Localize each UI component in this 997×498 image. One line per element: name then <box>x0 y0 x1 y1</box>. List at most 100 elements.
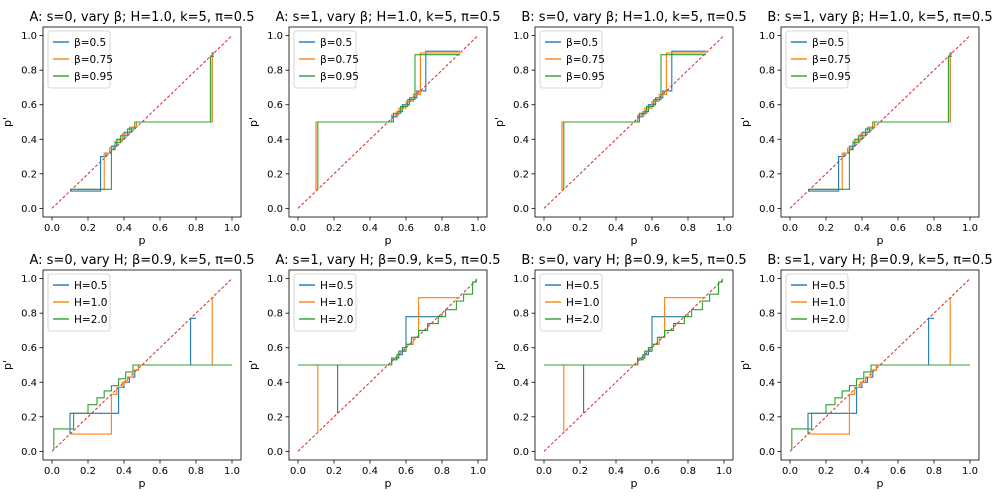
legend-box <box>293 273 357 332</box>
legend-label: H=2.0 <box>320 314 353 326</box>
x-tick-label: 1.0 <box>716 466 732 477</box>
subplot-3: B: s=0, vary β; H=1.0, k=5, π=0.5 0.0 0.2 0… <box>493 10 747 247</box>
y-tick-label: 1.0 <box>513 31 529 42</box>
x-axis-label: p <box>385 477 392 490</box>
legend: β=0.5 β=0.75 β=0.95 <box>293 30 359 89</box>
y-axis-label: p' <box>1 117 14 127</box>
y-tick-label: 0.8 <box>513 309 529 320</box>
y-tick-label: 1.0 <box>21 274 37 285</box>
x-tick-label: 1.0 <box>962 223 978 234</box>
subplot-2: A: s=1, vary β; H=1.0, k=5, π=0.5 0.0 0.2 0… <box>247 10 500 247</box>
y-tick-label: 0.0 <box>21 204 37 215</box>
y-tick-label: 0.4 <box>21 378 37 389</box>
plot-title: B: s=1, vary β; H=1.0, k=5, π=0.5 <box>767 10 992 25</box>
plot-title: B: s=1, vary H; β=0.9, k=5, π=0.5 <box>767 253 992 268</box>
series-line-3 <box>563 54 706 190</box>
legend-label: β=0.95 <box>74 71 113 83</box>
legend-label: H=0.5 <box>566 280 599 292</box>
series-line-3 <box>298 278 477 366</box>
x-axis-label: p <box>139 477 146 490</box>
y-axis-label: p' <box>739 117 752 127</box>
y-tick-label: 0.6 <box>267 100 283 111</box>
x-axis-label: p <box>385 234 392 247</box>
legend-label: H=1.0 <box>320 297 353 309</box>
legend: β=0.5 β=0.75 β=0.95 <box>539 30 605 89</box>
x-tick-label: 0.8 <box>188 466 204 477</box>
y-axis-label: p' <box>247 117 260 127</box>
subplot-4: B: s=1, vary β; H=1.0, k=5, π=0.5 0.0 0.2 0… <box>739 10 993 247</box>
y-tick-label: 1.0 <box>759 274 775 285</box>
diagonal-reference-line <box>543 278 725 452</box>
y-tick-label: 0.6 <box>513 100 529 111</box>
y-tick-label: 0.8 <box>267 66 283 77</box>
x-tick-label: 1.0 <box>962 466 978 477</box>
x-tick-label: 0.4 <box>116 466 132 477</box>
x-tick-label: 0.8 <box>434 466 450 477</box>
x-axis-label: p <box>631 234 638 247</box>
series-line-3 <box>317 54 460 190</box>
y-tick-label: 0.0 <box>513 204 529 215</box>
legend-label: β=0.75 <box>74 54 113 66</box>
y-tick-label: 0.0 <box>21 447 37 458</box>
y-tick-label: 0.6 <box>21 343 37 354</box>
legend-box <box>785 273 849 332</box>
y-tick-label: 0.8 <box>267 309 283 320</box>
plot-title: A: s=0, vary β; H=1.0, k=5, π=0.5 <box>30 10 255 25</box>
x-tick-label: 0.0 <box>782 466 798 477</box>
y-tick-label: 0.8 <box>513 66 529 77</box>
series-line-3 <box>808 55 952 190</box>
x-tick-label: 0.4 <box>608 223 624 234</box>
legend-label: H=0.5 <box>320 280 353 292</box>
y-tick-label: 0.8 <box>21 309 37 320</box>
subplot-5: A: s=0, vary H; β=0.9, k=5, π=0.5 0.0 0.2 0… <box>1 253 254 490</box>
diagonal-reference-line <box>297 35 479 209</box>
legend-label: H=2.0 <box>566 314 599 326</box>
x-tick-label: 0.6 <box>890 223 906 234</box>
axes-frame <box>288 269 488 461</box>
legend-label: β=0.75 <box>566 54 605 66</box>
y-tick-label: 0.0 <box>759 447 775 458</box>
legend-label: β=0.5 <box>812 37 844 49</box>
plot-title: B: s=0, vary β; H=1.0, k=5, π=0.5 <box>521 10 746 25</box>
x-tick-label: 0.2 <box>818 223 834 234</box>
legend-label: β=0.5 <box>320 37 352 49</box>
y-tick-label: 0.2 <box>513 169 529 180</box>
legend-box <box>47 273 111 332</box>
y-tick-label: 1.0 <box>21 31 37 42</box>
diagonal-reference-line <box>51 278 233 452</box>
y-tick-label: 0.2 <box>513 412 529 423</box>
y-tick-label: 0.6 <box>759 100 775 111</box>
x-tick-label: 0.4 <box>116 223 132 234</box>
y-tick-label: 0.2 <box>759 169 775 180</box>
x-tick-label: 1.0 <box>470 223 486 234</box>
x-tick-label: 0.8 <box>188 223 204 234</box>
axes-frame <box>534 26 734 218</box>
x-tick-label: 0.2 <box>80 466 96 477</box>
y-tick-label: 1.0 <box>267 274 283 285</box>
legend-label: β=0.95 <box>320 71 359 83</box>
x-tick-label: 0.8 <box>926 466 942 477</box>
plot-title: B: s=0, vary H; β=0.9, k=5, π=0.5 <box>521 253 746 268</box>
y-tick-label: 0.0 <box>513 447 529 458</box>
x-tick-label: 0.6 <box>890 466 906 477</box>
x-tick-label: 1.0 <box>224 466 240 477</box>
legend-label: H=2.0 <box>812 314 845 326</box>
y-tick-label: 0.6 <box>21 100 37 111</box>
series-line-3 <box>791 364 970 450</box>
x-tick-label: 1.0 <box>716 223 732 234</box>
x-tick-label: 0.4 <box>362 223 378 234</box>
x-tick-label: 0.2 <box>326 466 342 477</box>
x-tick-label: 0.4 <box>362 466 378 477</box>
x-axis-label: p <box>877 234 884 247</box>
x-tick-label: 0.6 <box>644 223 660 234</box>
x-tick-label: 0.6 <box>398 466 414 477</box>
y-tick-label: 0.0 <box>267 447 283 458</box>
legend-box <box>539 30 603 89</box>
legend: H=0.5 H=1.0 H=2.0 <box>293 273 357 332</box>
x-tick-label: 0.2 <box>326 223 342 234</box>
x-tick-label: 0.2 <box>572 466 588 477</box>
y-tick-label: 0.6 <box>513 343 529 354</box>
x-tick-label: 0.0 <box>44 466 60 477</box>
y-tick-label: 1.0 <box>759 31 775 42</box>
x-tick-label: 0.0 <box>290 223 306 234</box>
